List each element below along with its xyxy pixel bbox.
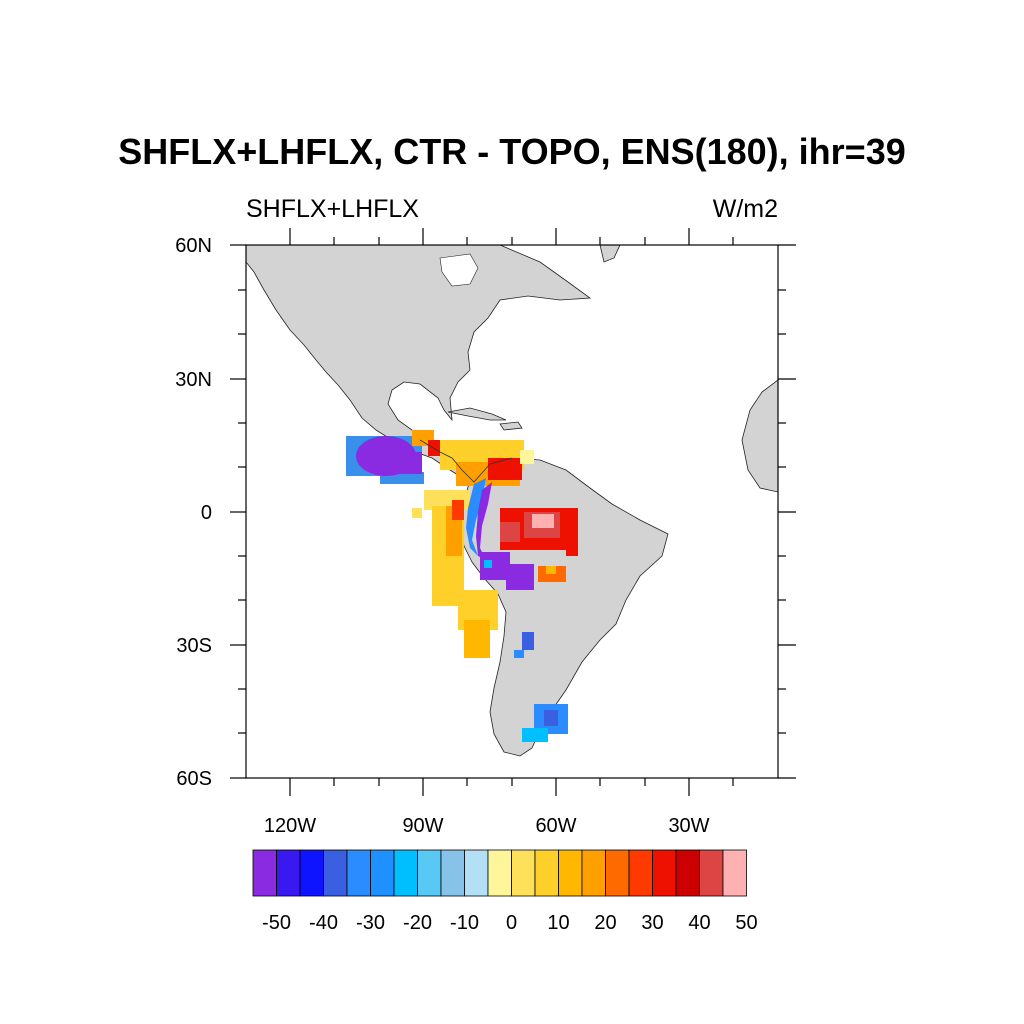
units-label: W/m2 <box>713 195 778 223</box>
colorbar-swatch <box>323 849 348 897</box>
colorbar-swatch <box>417 849 442 897</box>
colorbar-swatch <box>558 849 583 897</box>
colorbar-swatch <box>675 849 700 897</box>
colorbar-label: -30 <box>356 912 385 934</box>
colorbar-swatch <box>605 849 630 897</box>
colorbar-swatch <box>370 849 395 897</box>
colorbar-swatch <box>276 849 301 897</box>
lon-label: 30W <box>668 815 709 837</box>
colorbar-label: 10 <box>547 912 569 934</box>
hudson-bay <box>439 253 479 287</box>
axis-ticks <box>230 228 796 796</box>
colorbar-labels: -50 -40 -30 -20 -10 0 10 20 30 40 50 <box>262 912 758 934</box>
map-panel <box>246 245 778 778</box>
lat-label: 30S <box>176 635 212 657</box>
variable-label: SHFLX+LHFLX <box>246 195 419 223</box>
land-greenland <box>599 245 621 263</box>
flux-cell <box>514 650 524 658</box>
lat-label: 30N <box>175 369 212 391</box>
lon-label: 120W <box>264 815 316 837</box>
colorbar-label: -50 <box>262 912 291 934</box>
colorbar-label: -20 <box>403 912 432 934</box>
colorbar-label: 0 <box>506 912 517 934</box>
lon-label: 90W <box>402 815 443 837</box>
flux-cell <box>566 548 578 556</box>
flux-cell <box>476 482 492 560</box>
land-cuba <box>447 407 507 421</box>
colorbar-swatch <box>511 849 536 897</box>
colorbar-label: 20 <box>594 912 616 934</box>
flux-cell <box>532 514 554 528</box>
colorbar-swatch <box>299 849 324 897</box>
flux-cell <box>544 710 558 726</box>
land-africa <box>741 379 778 493</box>
colorbar-swatch <box>346 849 371 897</box>
flux-cell <box>464 620 490 658</box>
flux-cell <box>522 632 534 650</box>
flux-cell <box>412 508 422 518</box>
flux-cell <box>522 728 548 742</box>
colorbar-label: -40 <box>309 912 338 934</box>
colorbar <box>252 849 747 897</box>
flux-cell <box>452 500 464 520</box>
colorbar-swatch <box>534 849 559 897</box>
lon-label: 60W <box>535 815 576 837</box>
colorbar-swatch <box>440 849 465 897</box>
lat-label: 60S <box>176 768 212 790</box>
flux-cell <box>506 564 534 590</box>
colorbar-swatch <box>487 849 512 897</box>
flux-cell <box>488 458 522 480</box>
colorbar-label: 40 <box>688 912 710 934</box>
colorbar-swatch <box>628 849 653 897</box>
flux-cell <box>396 452 422 474</box>
colorbar-label: 30 <box>641 912 663 934</box>
colorbar-swatch <box>464 849 489 897</box>
colorbar-swatch <box>652 849 677 897</box>
lat-label: 60N <box>175 235 212 257</box>
colorbar-swatch <box>393 849 418 897</box>
lat-label: 0 <box>201 502 212 524</box>
flux-cell <box>484 560 492 568</box>
colorbar-swatch <box>581 849 606 897</box>
figure-title: SHFLX+LHFLX, CTR - TOPO, ENS(180), ihr=3… <box>118 131 905 172</box>
flux-cell <box>500 522 520 542</box>
flux-cell <box>520 450 534 464</box>
flux-cell <box>546 566 556 574</box>
colorbar-swatch <box>699 849 724 897</box>
colorbar-label: 50 <box>735 912 757 934</box>
colorbar-swatch <box>252 849 277 897</box>
colorbar-swatch <box>722 849 747 897</box>
land-hispaniola <box>499 421 523 431</box>
colorbar-label: -10 <box>450 912 479 934</box>
coastline-overlay <box>419 439 513 483</box>
flux-field <box>346 430 578 742</box>
